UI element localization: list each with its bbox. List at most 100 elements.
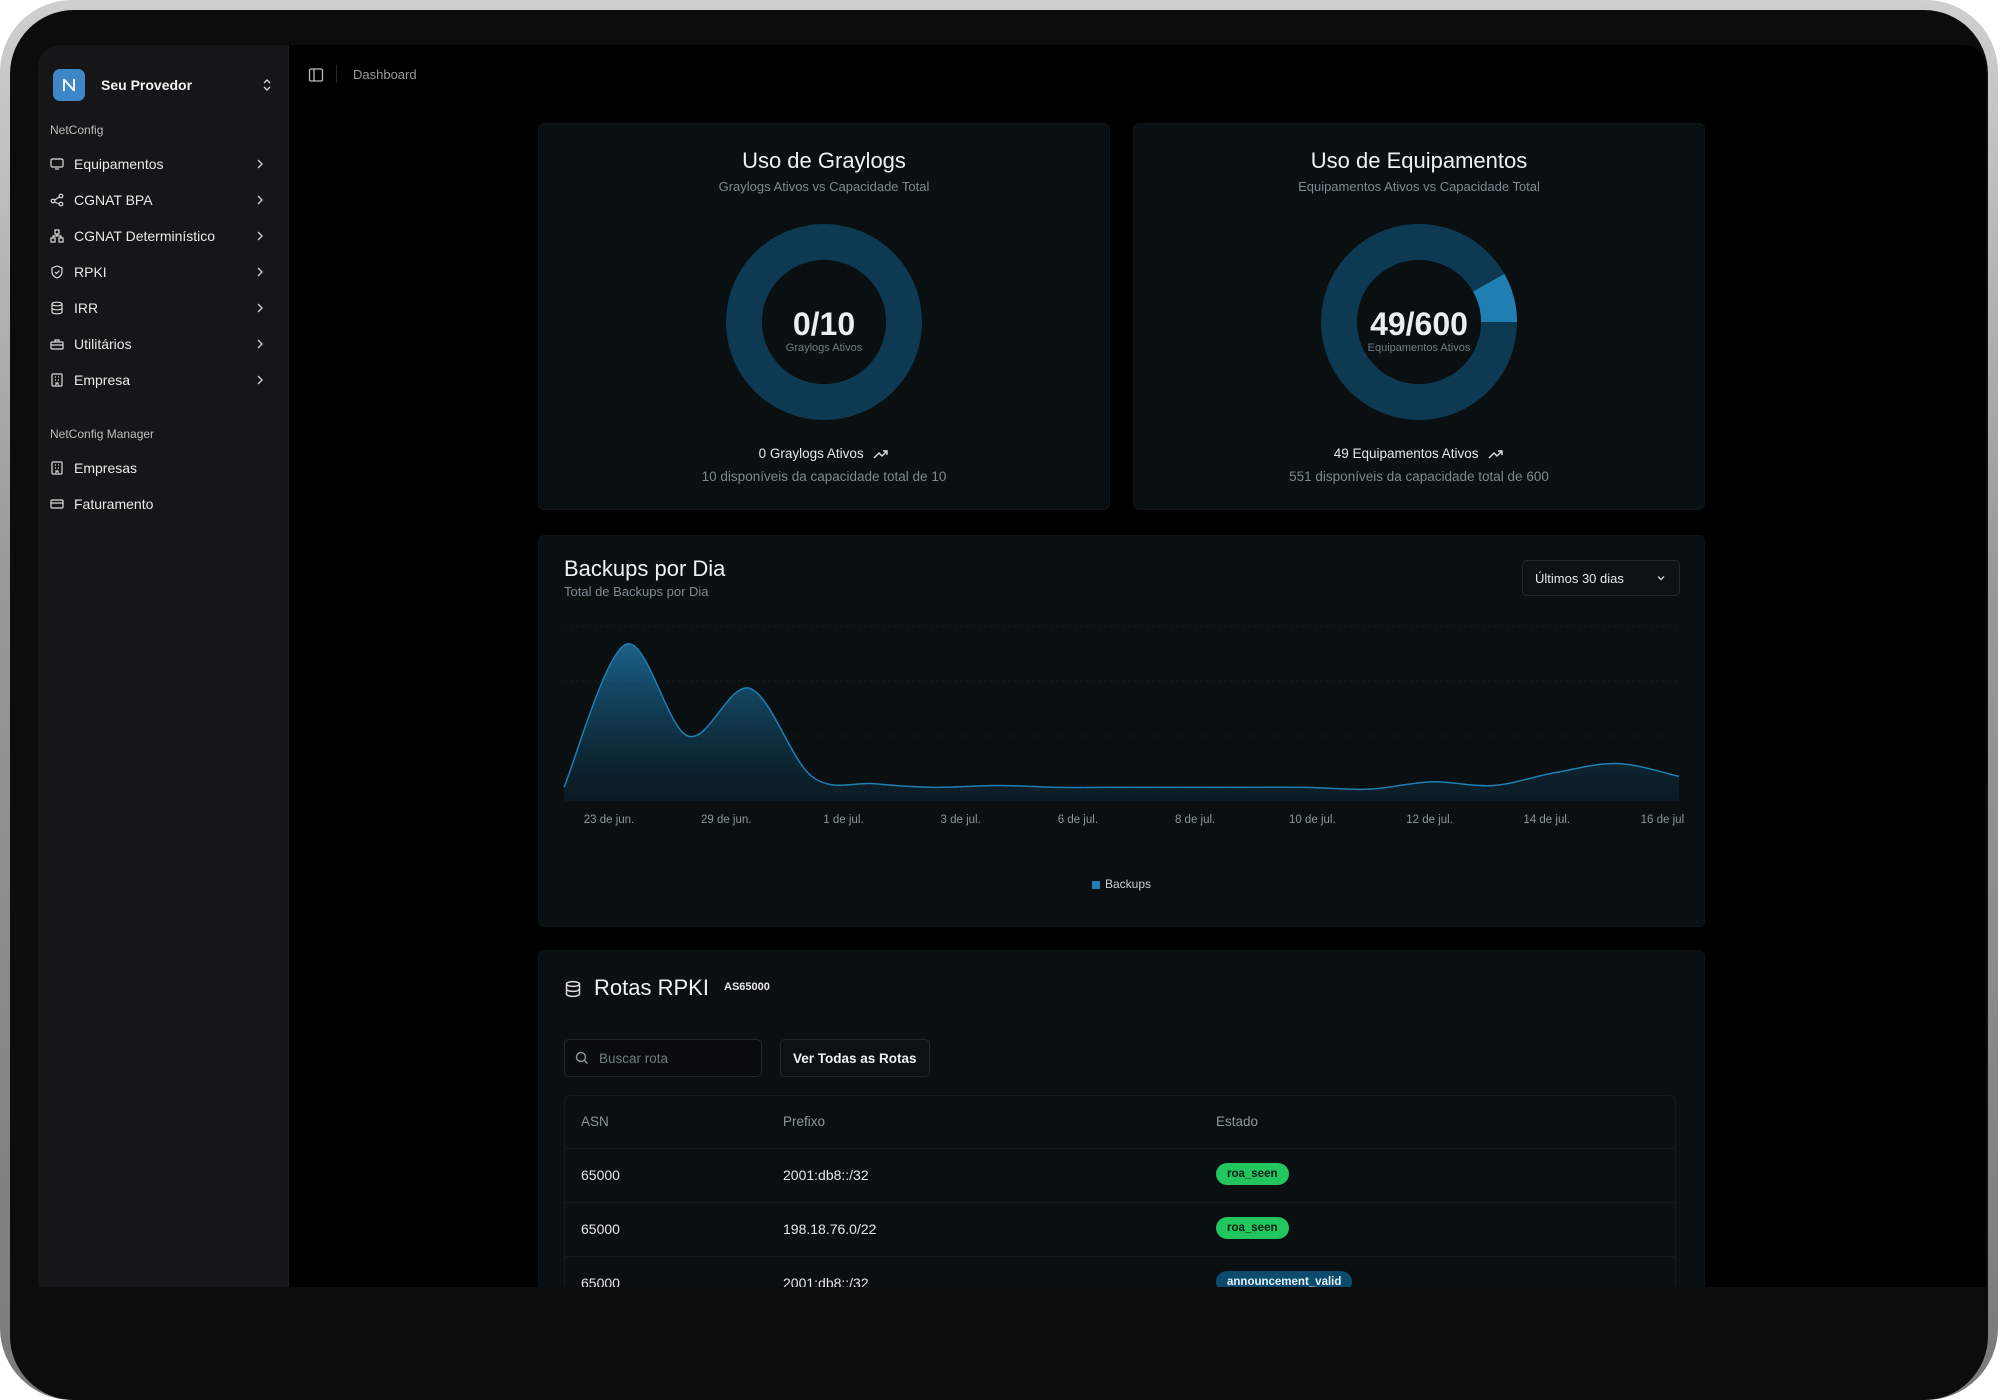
cell-asn: 65000 xyxy=(581,1167,620,1183)
sidebar-item-rpki[interactable]: RPKI xyxy=(50,257,276,287)
equipamentos-value: 49/600 xyxy=(1370,306,1468,342)
sidebar-item-empresa[interactable]: Empresa xyxy=(50,365,276,395)
group-label-netconfig: NetConfig xyxy=(50,123,104,137)
table-row[interactable]: 65000 198.18.76.0/22 roa_seen xyxy=(565,1202,1675,1257)
trending-up-icon xyxy=(1488,450,1503,459)
series-line-backups xyxy=(563,643,1680,791)
sidebar-item-cgnat-deterministico[interactable]: CGNAT Determinístico xyxy=(50,221,276,251)
sidebar-item-label: Empresas xyxy=(74,460,138,476)
cell-asn: 65000 xyxy=(581,1221,620,1237)
chevron-right-icon xyxy=(257,339,263,349)
sidebar-item-label: Utilitários xyxy=(74,336,132,352)
chevron-up-down-icon xyxy=(263,79,271,91)
sidebar-toggle-icon[interactable] xyxy=(308,67,324,83)
sidebar: Seu Provedor NetConfig Equipamentos CGNA… xyxy=(38,45,289,1287)
cell-prefix: 2001:db8::/32 xyxy=(783,1167,869,1183)
sidebar-item-utilitarios[interactable]: Utilitários xyxy=(50,329,276,359)
status-badge: roa_seen xyxy=(1216,1163,1289,1185)
backups-title: Backups por Dia xyxy=(564,556,726,581)
sidebar-item-empresas[interactable]: Empresas xyxy=(50,453,276,483)
equipamentos-title: Uso de Equipamentos xyxy=(1310,148,1528,173)
x-tick-label: 14 de jul. xyxy=(1523,814,1570,826)
cell-prefix: 2001:db8::/32 xyxy=(783,1275,869,1287)
org-switcher[interactable]: Seu Provedor xyxy=(53,65,273,105)
search-box xyxy=(564,1039,762,1077)
rpki-table: ASN Prefixo Estado 65000 2001:db8::/32 r… xyxy=(564,1095,1676,1287)
sidebar-item-irr[interactable]: IRR xyxy=(50,293,276,323)
toolbox-icon xyxy=(50,337,64,351)
view-all-routes-button[interactable]: Ver Todas as Rotas xyxy=(780,1039,930,1077)
gauge-active-arc xyxy=(1472,273,1517,323)
column-header-prefixo[interactable]: Prefixo xyxy=(783,1114,826,1129)
equipamentos-card: Uso de Equipamentos Equipamentos Ativos … xyxy=(1133,123,1705,510)
monitor-icon xyxy=(50,157,64,171)
sidebar-item-label: Faturamento xyxy=(74,496,154,512)
sidebar-item-label: CGNAT BPA xyxy=(74,192,153,208)
x-tick-label: 3 de jul. xyxy=(941,814,981,826)
x-tick-label: 6 de jul. xyxy=(1058,814,1098,826)
app-logo xyxy=(53,69,85,101)
x-tick-label: 10 de jul. xyxy=(1289,814,1336,826)
x-tick-label: 23 de jun. xyxy=(584,814,635,826)
backups-area-chart: 23 de jun. 29 de jun. 1 de jul. 3 de jul. 6 … xyxy=(563,625,1684,826)
building-icon xyxy=(50,461,64,475)
column-header-asn[interactable]: ASN xyxy=(581,1114,609,1129)
rpki-card: Rotas RPKI AS65000 Ver Todas as Rotas AS… xyxy=(538,950,1705,1287)
graylogs-title: Uso de Graylogs xyxy=(742,148,906,173)
sidebar-item-faturamento[interactable]: Faturamento xyxy=(50,489,276,519)
sidebar-item-equipamentos[interactable]: Equipamentos xyxy=(50,149,276,179)
gauge-hole xyxy=(1357,260,1481,384)
x-tick-label: 8 de jul. xyxy=(1175,814,1215,826)
chart-legend: Backups xyxy=(539,877,1704,891)
x-tick-label: 12 de jul. xyxy=(1406,814,1453,826)
range-select[interactable]: Últimos 30 dias xyxy=(1522,560,1680,596)
chevron-right-icon xyxy=(257,159,263,169)
x-tick-label: 29 de jun. xyxy=(701,814,752,826)
asn-badge: AS65000 xyxy=(724,981,770,993)
chevron-down-icon xyxy=(1657,576,1665,581)
equipamentos-caption: Equipamentos Ativos xyxy=(1367,342,1471,354)
equipamentos-available: 551 disponíveis da capacidade total de 6… xyxy=(1289,469,1549,484)
legend-swatch xyxy=(1091,880,1100,889)
building-icon xyxy=(50,373,64,387)
graylogs-active-summary: 0 Graylogs Ativos xyxy=(539,446,1109,461)
cell-prefix: 198.18.76.0/22 xyxy=(783,1221,877,1237)
share-icon xyxy=(50,193,64,207)
backups-card: Backups por Dia Total de Backups por Dia… xyxy=(538,535,1705,927)
graylogs-available: 10 disponíveis da capacidade total de 10 xyxy=(701,469,947,484)
x-tick-label: 1 de jul. xyxy=(823,814,863,826)
rpki-title: Rotas RPKI xyxy=(594,975,709,1000)
column-header-estado[interactable]: Estado xyxy=(1216,1114,1259,1129)
legend-label: Backups xyxy=(1104,877,1152,891)
graylogs-card: Uso de Graylogs Graylogs Ativos vs Capac… xyxy=(538,123,1110,510)
sidebar-item-label: RPKI xyxy=(74,264,107,280)
network-icon xyxy=(50,229,64,243)
database-icon xyxy=(50,301,64,315)
range-select-value: Últimos 30 dias xyxy=(1535,570,1624,586)
equipamentos-donut xyxy=(1321,224,1517,420)
database-icon xyxy=(565,980,581,998)
group-label-netconfig-manager: NetConfig Manager xyxy=(50,427,155,441)
search-icon xyxy=(575,1051,588,1064)
search-input[interactable] xyxy=(597,1049,751,1067)
breadcrumb[interactable]: Dashboard xyxy=(353,67,417,82)
sidebar-item-cgnat-bpa[interactable]: CGNAT BPA xyxy=(50,185,276,215)
sidebar-item-label: IRR xyxy=(74,300,99,316)
chevron-right-icon xyxy=(257,267,263,277)
table-row[interactable]: 65000 2001:db8::/32 roa_seen xyxy=(565,1148,1675,1203)
graylogs-active-text: 0 Graylogs Ativos xyxy=(758,446,864,461)
status-badge: announcement_valid xyxy=(1216,1271,1353,1287)
chevron-right-icon xyxy=(257,375,263,385)
chevron-right-icon xyxy=(257,303,263,313)
x-tick-label: 16 de jul. xyxy=(1641,814,1684,826)
shield-icon xyxy=(50,265,64,279)
cell-asn: 65000 xyxy=(581,1275,620,1287)
chevron-right-icon xyxy=(257,231,263,241)
breadcrumb-separator xyxy=(336,65,337,83)
equipamentos-active-summary: 49 Equipamentos Ativos xyxy=(1134,446,1704,461)
app-screen: Seu Provedor NetConfig Equipamentos CGNA… xyxy=(38,45,1986,1287)
table-row[interactable]: 65000 2001:db8::/32 announcement_valid xyxy=(565,1256,1675,1287)
status-badge: roa_seen xyxy=(1216,1217,1289,1239)
graylogs-caption: Graylogs Ativos xyxy=(785,342,863,354)
graylogs-value: 0/10 xyxy=(792,306,856,342)
